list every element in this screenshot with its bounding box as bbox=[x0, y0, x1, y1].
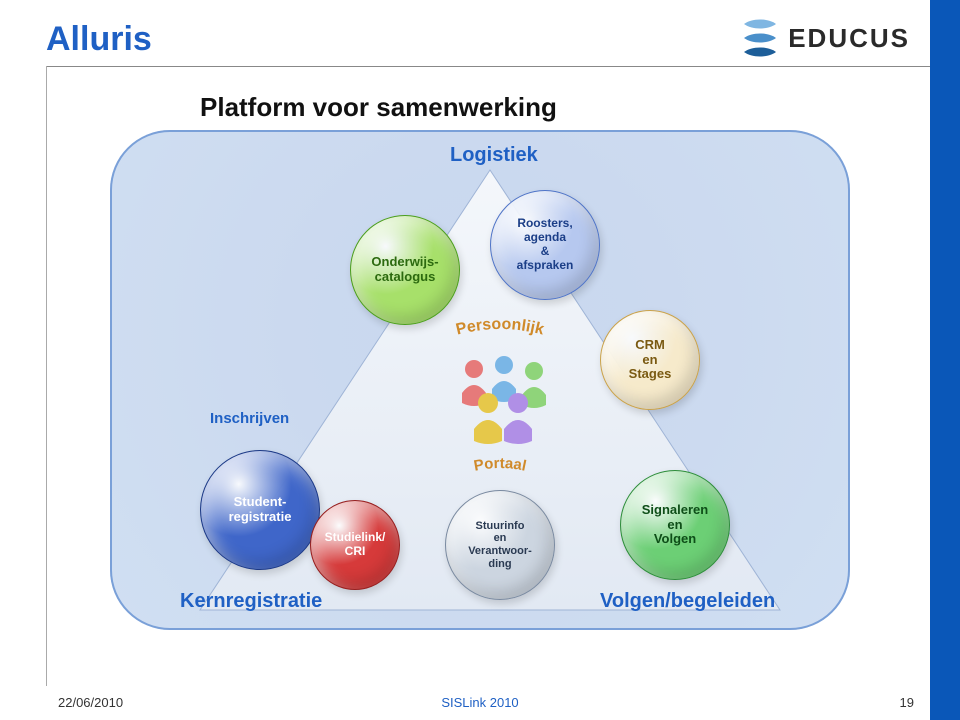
bubble-onderwijs-label: Onderwijs- catalogus bbox=[365, 249, 444, 291]
platform-diagram: Logistiek Inschrijven Kernregistratie Vo… bbox=[90, 120, 890, 660]
bubbles-layer: Onderwijs- catalogus Roosters, agenda & a… bbox=[90, 120, 890, 660]
bubble-signaleren-label: Signaleren en Volgen bbox=[636, 497, 714, 554]
bubble-student: Student- registratie bbox=[200, 450, 320, 570]
bubble-studielink-label: Studielink/ CRI bbox=[319, 525, 392, 565]
bubble-crm: CRM en Stages bbox=[600, 310, 700, 410]
bubble-onderwijs: Onderwijs- catalogus bbox=[350, 215, 460, 325]
horizontal-rule bbox=[46, 66, 930, 67]
bubble-stuurinfo-label: Stuurinfo en Verantwoor- ding bbox=[462, 514, 538, 577]
bubble-roosters-label: Roosters, agenda & afspraken bbox=[511, 211, 580, 278]
right-accent-bar bbox=[930, 0, 960, 720]
slide: Alluris EDUCUS Platform voor samenwerkin… bbox=[0, 0, 960, 720]
brand-logo: EDUCUS bbox=[742, 18, 910, 58]
footer-center: SISLink 2010 bbox=[441, 695, 518, 710]
educus-mark-icon bbox=[742, 18, 778, 58]
page-title: Alluris bbox=[46, 20, 152, 59]
bubble-stuurinfo: Stuurinfo en Verantwoor- ding bbox=[445, 490, 555, 600]
bubble-studielink: Studielink/ CRI bbox=[310, 500, 400, 590]
vertical-rule bbox=[46, 66, 47, 686]
brand-name: EDUCUS bbox=[788, 23, 910, 54]
footer-page: 19 bbox=[900, 695, 914, 710]
header: Alluris EDUCUS bbox=[0, 0, 960, 90]
footer-date: 22/06/2010 bbox=[58, 695, 123, 710]
slide-subtitle: Platform voor samenwerking bbox=[200, 92, 557, 123]
bubble-crm-label: CRM en Stages bbox=[623, 332, 678, 389]
bubble-signaleren: Signaleren en Volgen bbox=[620, 470, 730, 580]
footer: 22/06/2010 SISLink 2010 19 bbox=[0, 690, 960, 714]
bubble-roosters: Roosters, agenda & afspraken bbox=[490, 190, 600, 300]
bubble-student-label: Student- registratie bbox=[223, 489, 298, 531]
